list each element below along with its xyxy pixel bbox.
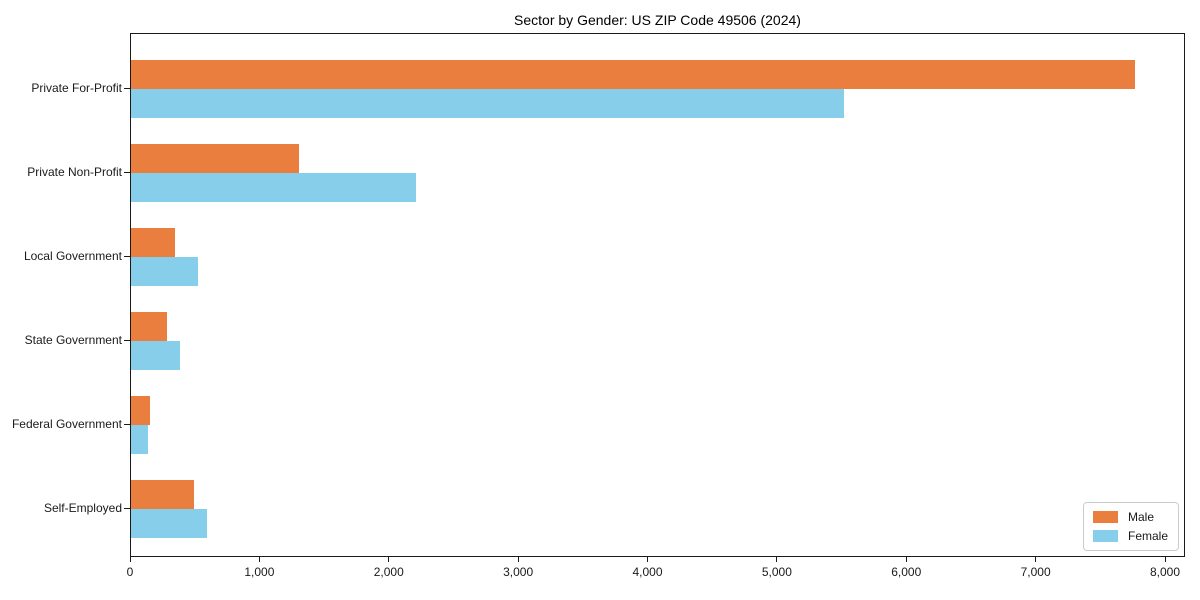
x-tick-label-7,000: 7,000 <box>1020 565 1051 579</box>
bar-female-federal-government <box>131 425 148 454</box>
x-tick-1,000 <box>258 557 260 562</box>
y-axis-label-state-government: State Government <box>24 333 122 347</box>
y-axis-label-private-non-profit: Private Non-Profit <box>27 165 122 179</box>
plot-area: Male Female <box>130 33 1185 557</box>
x-tick-6,000 <box>905 557 907 562</box>
y-tick-private-non-profit <box>124 172 130 173</box>
legend-label-female: Female <box>1127 529 1168 543</box>
x-tick-label-0: 0 <box>126 565 134 579</box>
x-tick-label-1,000: 1,000 <box>244 565 275 579</box>
legend-label-male: Male <box>1127 510 1154 524</box>
y-tick-local-government <box>124 256 130 257</box>
x-tick-4,000 <box>647 557 648 562</box>
legend-item-male: Male <box>1092 510 1168 524</box>
x-tick-label-4,000: 4,000 <box>632 565 663 579</box>
bar-female-state-government <box>131 341 180 370</box>
bar-female-local-government <box>131 257 198 286</box>
legend-swatch-male <box>1092 511 1118 523</box>
chart-title: Sector by Gender: US ZIP Code 49506 (202… <box>514 12 801 28</box>
bar-female-private-non-profit <box>131 173 416 202</box>
y-tick-private-for-profit <box>124 88 130 89</box>
y-axis-label-private-for-profit: Private For-Profit <box>31 81 122 95</box>
legend-swatch-female <box>1092 530 1118 542</box>
y-tick-self-employed <box>124 508 130 509</box>
y-tick-state-government <box>124 340 130 341</box>
x-tick-label-6,000: 6,000 <box>891 565 922 579</box>
x-tick-0 <box>129 557 131 562</box>
x-tick-3,000 <box>517 557 519 562</box>
y-axis-label-self-employed: Self-Employed <box>43 501 122 515</box>
legend: Male Female <box>1082 502 1179 551</box>
y-tick-federal-government <box>124 424 130 425</box>
y-axis-label-local-government: Local Government <box>23 249 122 263</box>
bar-male-state-government <box>131 312 167 341</box>
x-tick-8,000 <box>1164 557 1166 562</box>
x-tick-7,000 <box>1035 557 1037 562</box>
x-tick-2,000 <box>388 557 390 562</box>
x-tick-label-5,000: 5,000 <box>761 565 792 579</box>
x-tick-label-3,000: 3,000 <box>503 565 534 579</box>
x-tick-5,000 <box>776 557 778 562</box>
x-tick-label-8,000: 8,000 <box>1149 565 1181 579</box>
bar-female-self-employed <box>131 509 207 538</box>
bar-male-federal-government <box>131 396 150 425</box>
legend-item-female: Female <box>1092 529 1168 543</box>
y-axis-label-federal-government: Federal Government <box>11 417 122 431</box>
x-tick-label-2,000: 2,000 <box>373 565 404 579</box>
bar-female-private-for-profit <box>131 89 844 118</box>
bar-male-private-non-profit <box>131 144 299 173</box>
bar-male-private-for-profit <box>131 60 1135 89</box>
bar-male-self-employed <box>131 480 194 509</box>
bar-male-local-government <box>131 228 175 257</box>
